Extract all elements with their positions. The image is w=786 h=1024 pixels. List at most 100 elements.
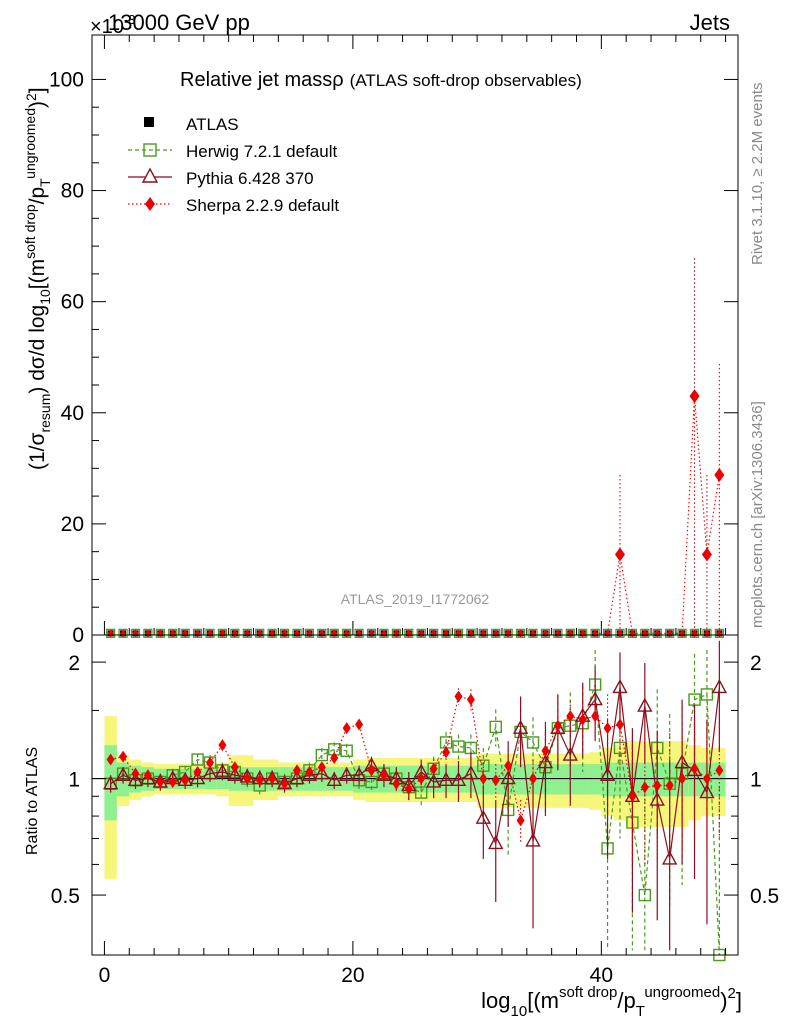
ylabel-sub-10: 10 [37,289,53,305]
sherpa-ratio-point [143,769,152,782]
sherpa-ratio-point [193,765,202,778]
ylabel-slash: /p [26,187,49,205]
herwig-ratio-point [489,720,502,734]
sherpa-spike-point [689,389,700,404]
sherpa-ratio-point [665,779,674,792]
pythia-ratio-point [214,763,231,778]
pythia-ratio-point [649,791,665,806]
mcplots-reference-label: mcplots.cern.ch [arXiv:1306.3436] [749,401,766,628]
sherpa-ratio-point [280,777,289,790]
pythia-ratio-point [338,766,355,781]
main-ytick-label: 40 [61,402,84,425]
sherpa-ratio-point [168,775,177,788]
y-axis-exponent-base: ×10 [90,16,124,38]
pythia-ratio-point [438,771,454,786]
legend-pythia-label: Pythia 6.428 370 [186,169,314,188]
ylabel-sub-resum: resum [37,394,53,433]
sherpa-ratio-point [292,764,301,777]
sherpa-ratio-point [392,777,401,790]
sherpa-ratio-point [317,761,326,774]
ratio-xtick-label: 20 [341,964,364,987]
sherpa-ratio-point [653,779,662,792]
sherpa-ratio-point [678,772,687,785]
sherpa-ratio-point [181,774,190,787]
ylabel-sub-T: T [37,178,53,187]
rivet-version-label: Rivet 3.1.10, ≥ 2.2M events [749,83,766,266]
ratio-panel-frame [91,634,739,956]
herwig-ratio-point [315,748,329,762]
sherpa-ratio-point [442,746,451,759]
sherpa-ratio-point [466,693,475,706]
sherpa-ratio-point [479,772,488,785]
plot-energy-label: 13000 GeV pp [108,10,250,35]
xlabel-sub-10: 10 [511,1003,528,1020]
herwig-ratio-point [191,753,204,766]
sherpa-ratio-point [206,756,215,769]
pythia-ratio-point [525,832,541,847]
pythia-ratio-point [512,719,529,734]
sherpa-spike-point [714,468,725,482]
xlabel-sub-T: T [636,1003,645,1020]
sherpa-ratio-point [119,750,128,763]
sherpa-main-line [595,396,720,634]
sherpa-ratio-point [243,772,252,785]
pythia-ratio-point [314,765,330,780]
ratio-xtick-label: 0 [99,964,111,987]
main-title: Relative jet massρ (ATLAS soft-drop obser… [180,69,582,91]
pythia-ratio-point [140,770,156,785]
pythia-ratio-point [102,775,119,790]
ratio-band-inner [551,764,565,795]
ratio-ytick-label: 0.5 [51,885,80,908]
main-ytick-label: 60 [61,291,84,314]
main-panel: 0 20 40 60 80 100 Relative jet massρ (ATLAS so… [22,34,739,647]
sherpa-ratio-point [156,775,165,788]
herwig-ratio-point [340,744,353,757]
sherpa-ratio-point [330,752,339,765]
herwig-ratio-point [700,688,714,701]
sherpa-spike-point [701,547,712,562]
sherpa-ratio-point [379,769,388,782]
sherpa-ratio-point [529,772,538,785]
sherpa-ratio-point [566,710,575,723]
ylabel-mid: ) dσ/d log [26,305,49,394]
ylabel-tail: [(m [26,259,49,289]
pythia-ratio-point [475,809,492,824]
legend-pythia-marker [141,167,159,183]
pythia-ratio-point [115,766,131,781]
pythia-ratio-point [127,771,144,786]
sherpa-ratio-point [603,722,612,735]
ratio-band-inner [588,764,602,795]
herwig-ratio-point [526,736,540,749]
sherpa-ratio-point [417,772,426,785]
ylabel-end: ) [26,101,49,108]
main-ytick-label: 0 [72,624,84,647]
legend-atlas-marker [144,117,154,127]
sherpa-ratio-point [355,718,364,731]
ratio-panel: 0.5 0.51 12 20 20 40 Ratio to ATLAS log10[(ms… [24,35,779,1020]
y-axis-exponent-power: -3 [124,12,136,27]
xlabel-end: ) [720,988,727,1013]
sherpa-ratio-point [305,765,314,778]
ratio-xtick-label: 40 [590,964,613,987]
legend-herwig-marker [143,143,157,157]
pythia-ratio-point [550,719,566,734]
xlabel-sup-2: 2 [728,985,736,1002]
pythia-ratio-point [562,746,578,761]
herwig-ratio-point [452,740,465,753]
pythia-ratio-point [637,697,653,712]
pythia-ratio-point [189,770,206,785]
sherpa-ratio-point [516,814,525,827]
sherpa-ratio-point [255,774,264,787]
sherpa-ratio-point [690,762,699,775]
main-y-axis-label: (1/σresum) dσ/d log10[(msoft drop/pTungr… [22,87,53,470]
xlabel-sup-softdrop: soft drop [559,984,617,1001]
analysis-label: ATLAS_2019_I1772062 [341,591,490,607]
pythia-ratio-point [599,766,616,781]
pythia-ratio-point [500,770,516,785]
ratio-band-inner [514,764,527,795]
sherpa-ratio-point [615,718,624,731]
sherpa-ratio-point [640,781,649,794]
ratio-ytick-label: 1 [68,769,80,792]
sherpa-ratio-point [591,710,600,723]
